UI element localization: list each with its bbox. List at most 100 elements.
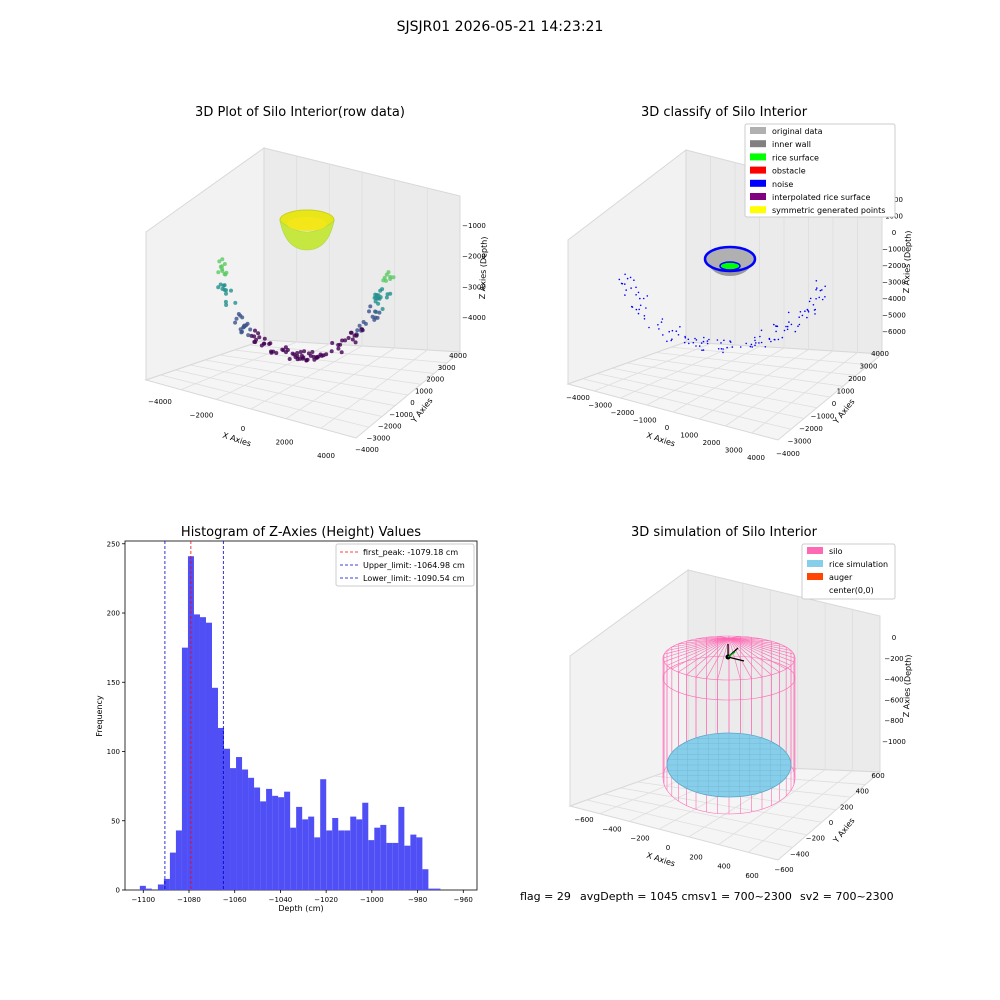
chart-title: 3D Plot of Silo Interior(row data)	[195, 105, 405, 120]
legend-swatch	[750, 179, 766, 187]
noise-point	[722, 348, 724, 350]
silo-roof-wire	[695, 637, 730, 640]
noise-point	[643, 315, 646, 317]
silo-roof-wire	[717, 636, 730, 639]
noise-point	[698, 345, 701, 347]
histogram-bar	[157, 884, 164, 890]
tick-label: −3000	[367, 434, 391, 442]
tick-label: −200	[806, 835, 825, 843]
histogram-bar	[410, 834, 417, 890]
silo-roof-wire	[728, 637, 787, 648]
noise-point	[679, 326, 681, 328]
noise-point	[629, 276, 632, 279]
legend: silo rice simulation auger center(0,0)	[801, 543, 896, 600]
tick-label: 200	[689, 853, 702, 861]
scatter-point	[262, 336, 267, 341]
noise-point	[749, 345, 752, 348]
noise-point	[642, 297, 645, 300]
noise-point	[809, 297, 812, 300]
tick-label: 0	[665, 424, 669, 432]
y-tick-label: 100	[107, 748, 120, 756]
tick-label: 4000	[317, 452, 335, 460]
noise-point	[797, 325, 799, 328]
noise-point	[661, 318, 664, 320]
noise-point	[637, 291, 640, 294]
tick-label: −6000	[882, 328, 906, 336]
histogram-bar	[380, 824, 387, 890]
noise-point	[754, 344, 756, 347]
histogram-bar	[350, 816, 357, 890]
noise-point	[783, 329, 786, 332]
noise-point	[702, 349, 705, 351]
scatter-point	[308, 353, 313, 358]
scatter-point	[257, 335, 262, 340]
tick-label: −1000	[389, 411, 413, 419]
noise-point	[723, 339, 725, 342]
histogram-bar	[386, 842, 393, 890]
silo-roof-wire	[728, 637, 787, 670]
noise-point	[684, 335, 686, 338]
scatter-point	[377, 310, 382, 315]
sv2-text: sv2 = 700~2300	[800, 890, 894, 903]
silo-roof-wire	[666, 637, 730, 651]
scatter-point	[256, 331, 261, 336]
scatter-point	[340, 338, 345, 343]
legend-label: auger	[829, 573, 853, 582]
noise-point	[806, 316, 808, 319]
legend-label: interpolated rice surface	[772, 193, 870, 202]
noise-point	[639, 304, 642, 307]
tick-label: −2000	[190, 412, 214, 420]
grid-lines	[160, 156, 448, 429]
legend: first_peak: -1079.18 cm Upper_limit: -106…	[335, 543, 475, 587]
legend-swatch	[750, 206, 766, 214]
scatter-point	[262, 341, 267, 346]
scatter-point	[349, 330, 354, 335]
noise-point	[814, 308, 817, 311]
tick-label: −3000	[788, 438, 812, 446]
tick-label: −4000	[882, 295, 906, 303]
histogram-bar	[236, 757, 243, 890]
histogram-bar	[338, 830, 345, 890]
silo-roof-wire	[728, 637, 772, 642]
histogram-bar	[290, 827, 297, 890]
reference-lines	[164, 541, 224, 890]
noise-point	[720, 348, 723, 350]
noise-point	[758, 342, 760, 344]
noise-point	[801, 314, 804, 317]
tick-label: −4000	[462, 314, 486, 322]
noise-point	[624, 273, 626, 276]
scatter-point	[338, 342, 343, 347]
scatter-point	[361, 320, 366, 324]
panel-classify-3d: 3D classify of Silo Interior −4000−3000−…	[566, 105, 913, 462]
scatter-point	[372, 317, 377, 322]
figure-title: SJSJR01 2026-05-21 14:23:21	[397, 19, 604, 35]
scatter-point	[385, 292, 390, 297]
scatter-point	[216, 270, 221, 275]
histogram-bar	[320, 779, 327, 890]
legend-label: obstacle	[772, 167, 806, 176]
silo-roof-wire	[666, 637, 730, 666]
silo-roof-wire	[686, 637, 730, 642]
scatter-point	[382, 275, 387, 280]
scatter-point	[220, 269, 225, 273]
legend-label: original data	[772, 127, 823, 136]
noise-point	[668, 330, 670, 333]
avg-depth-text: avgDepth = 1045 cmsv1 = 700~2300	[580, 890, 792, 903]
legend-label: silo	[829, 547, 843, 556]
panel-histogram: Histogram of Z-Axies (Height) Values −11…	[95, 525, 478, 913]
histogram-bar	[224, 748, 231, 890]
noise-point	[677, 334, 680, 336]
histogram-bar	[308, 816, 315, 890]
silo-classification	[703, 245, 757, 276]
noise-point	[700, 342, 703, 344]
legend-label: first_peak: -1079.18 cm	[363, 548, 458, 557]
scatter-point	[253, 340, 258, 345]
chart-title: 3D simulation of Silo Interior	[631, 525, 818, 540]
tick-label: −2000	[462, 253, 486, 261]
tick-label: −4000	[148, 398, 172, 406]
histogram-bar	[332, 817, 339, 890]
scatter-point	[353, 340, 358, 345]
grid-lines	[586, 576, 866, 853]
tick-label: −3000	[462, 283, 486, 291]
